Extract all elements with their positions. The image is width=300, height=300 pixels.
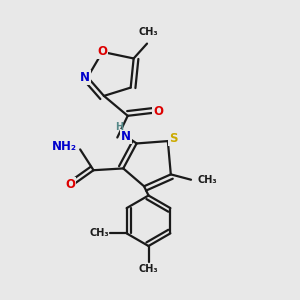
Text: O: O	[153, 106, 163, 118]
Text: O: O	[65, 178, 75, 191]
Text: CH₃: CH₃	[139, 264, 158, 274]
Text: H: H	[115, 122, 123, 132]
Text: O: O	[98, 45, 107, 58]
Text: CH₃: CH₃	[198, 175, 217, 185]
Text: S: S	[169, 132, 177, 145]
Text: N: N	[121, 130, 131, 143]
Text: CH₃: CH₃	[89, 228, 109, 239]
Text: NH₂: NH₂	[52, 140, 77, 153]
Text: CH₃: CH₃	[139, 27, 158, 37]
Text: N: N	[80, 71, 90, 84]
